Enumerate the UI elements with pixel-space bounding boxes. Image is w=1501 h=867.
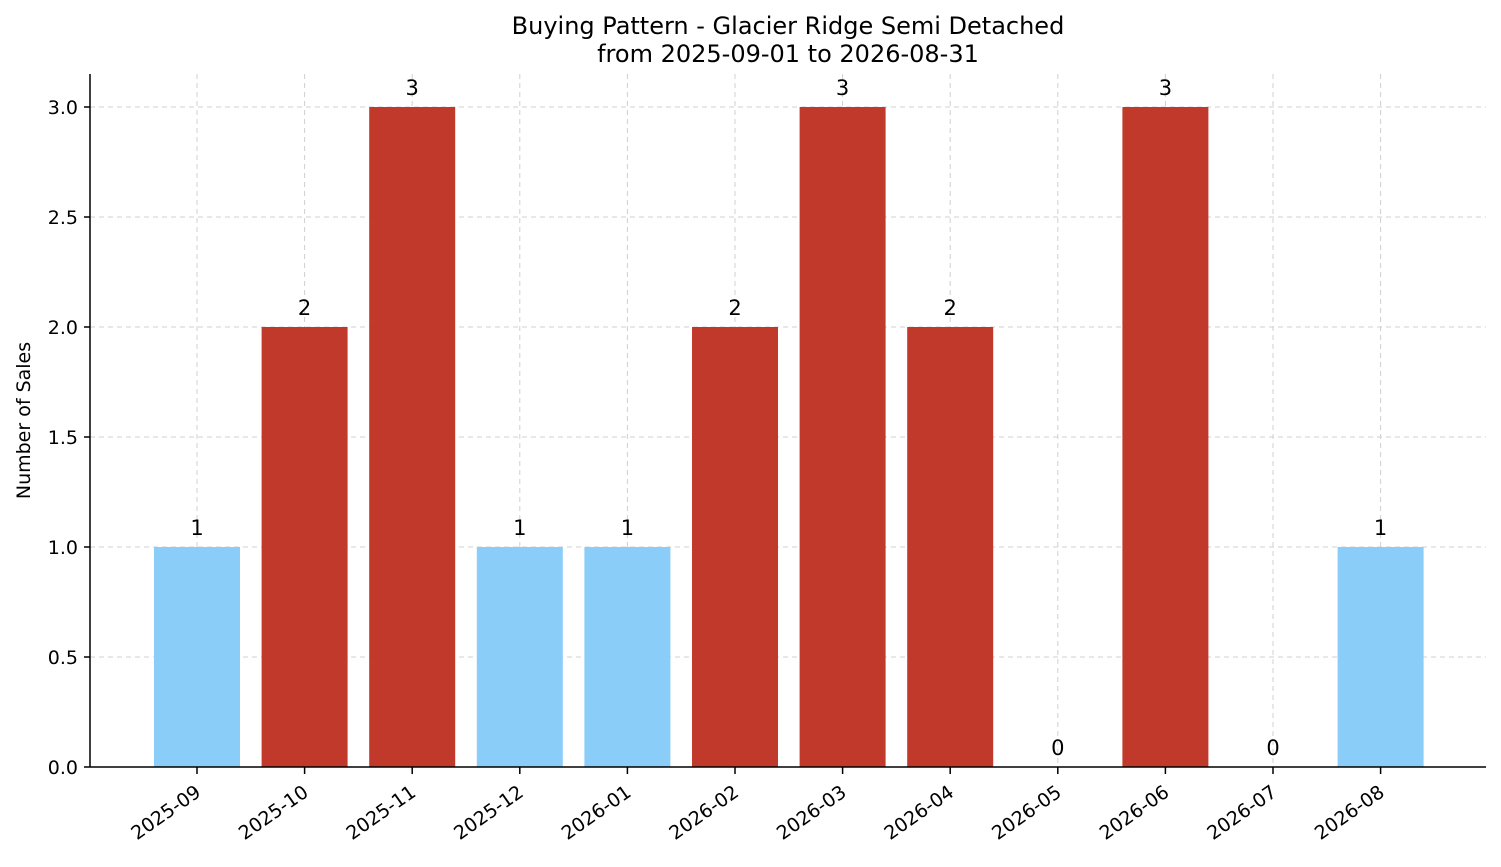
data-label-2025-11: 3 bbox=[406, 76, 419, 100]
x-tick-label: 2026-05 bbox=[988, 781, 1066, 845]
data-label-2025-10: 2 bbox=[298, 296, 311, 320]
data-label-layer: 1 2 3 1 1 2 3 2 0 3 0 1 bbox=[190, 76, 1387, 760]
x-tick-label: 2026-01 bbox=[558, 781, 636, 845]
bar-2025-11 bbox=[369, 107, 456, 767]
data-label-2025-12: 1 bbox=[513, 516, 526, 540]
x-tick-label: 2025-09 bbox=[127, 781, 205, 845]
y-tick-layer: 0.0 0.5 1.0 1.5 2.0 2.5 3.0 bbox=[48, 97, 90, 779]
data-label-2026-02: 2 bbox=[728, 296, 741, 320]
data-label-2026-03: 3 bbox=[836, 76, 849, 100]
bar-2025-09 bbox=[154, 547, 240, 767]
x-tick-layer: 2025-09 2025-10 2025-11 2025-12 2026-01 2026-… bbox=[127, 767, 1388, 845]
y-tick-label: 2.0 bbox=[48, 317, 78, 339]
x-tick-label: 2025-11 bbox=[342, 781, 420, 845]
y-axis-label: Number of Sales bbox=[13, 342, 35, 499]
bar-2026-01 bbox=[584, 547, 671, 767]
y-tick-label: 1.0 bbox=[48, 537, 78, 559]
bar-layer bbox=[154, 107, 1424, 767]
chart-subtitle: from 2025-09-01 to 2026-08-31 bbox=[597, 40, 979, 68]
data-label-2026-01: 1 bbox=[621, 516, 634, 540]
chart-title: Buying Pattern - Glacier Ridge Semi Deta… bbox=[512, 12, 1065, 40]
x-tick-label: 2026-03 bbox=[773, 781, 851, 845]
x-tick-label: 2026-02 bbox=[665, 781, 743, 845]
data-label-2026-08: 1 bbox=[1374, 516, 1387, 540]
x-tick-label: 2026-08 bbox=[1311, 781, 1389, 845]
data-label-2026-06: 3 bbox=[1159, 76, 1172, 100]
bar-2026-04 bbox=[907, 327, 994, 767]
bar-2026-06 bbox=[1122, 107, 1209, 767]
x-tick-label: 2026-04 bbox=[880, 781, 958, 845]
x-tick-label: 2025-12 bbox=[450, 781, 528, 845]
bar-2026-02 bbox=[692, 327, 778, 767]
bar-2026-08 bbox=[1337, 547, 1424, 767]
y-tick-label: 3.0 bbox=[48, 97, 78, 119]
bar-2025-10 bbox=[261, 327, 348, 767]
bar-2026-03 bbox=[799, 107, 886, 767]
y-tick-label: 0.0 bbox=[48, 757, 78, 779]
data-label-2026-07: 0 bbox=[1266, 736, 1279, 760]
axis-layer bbox=[89, 74, 1486, 768]
y-tick-label: 2.5 bbox=[48, 207, 78, 229]
data-label-2026-04: 2 bbox=[944, 296, 957, 320]
y-tick-label: 0.5 bbox=[48, 647, 78, 669]
data-label-2025-09: 1 bbox=[190, 516, 203, 540]
y-tick-label: 1.5 bbox=[48, 427, 78, 449]
x-tick-label: 2025-10 bbox=[235, 781, 313, 845]
x-tick-label: 2026-06 bbox=[1096, 781, 1174, 845]
x-tick-label: 2026-07 bbox=[1203, 781, 1281, 845]
data-label-2026-05: 0 bbox=[1051, 736, 1064, 760]
bar-2025-12 bbox=[476, 547, 563, 767]
